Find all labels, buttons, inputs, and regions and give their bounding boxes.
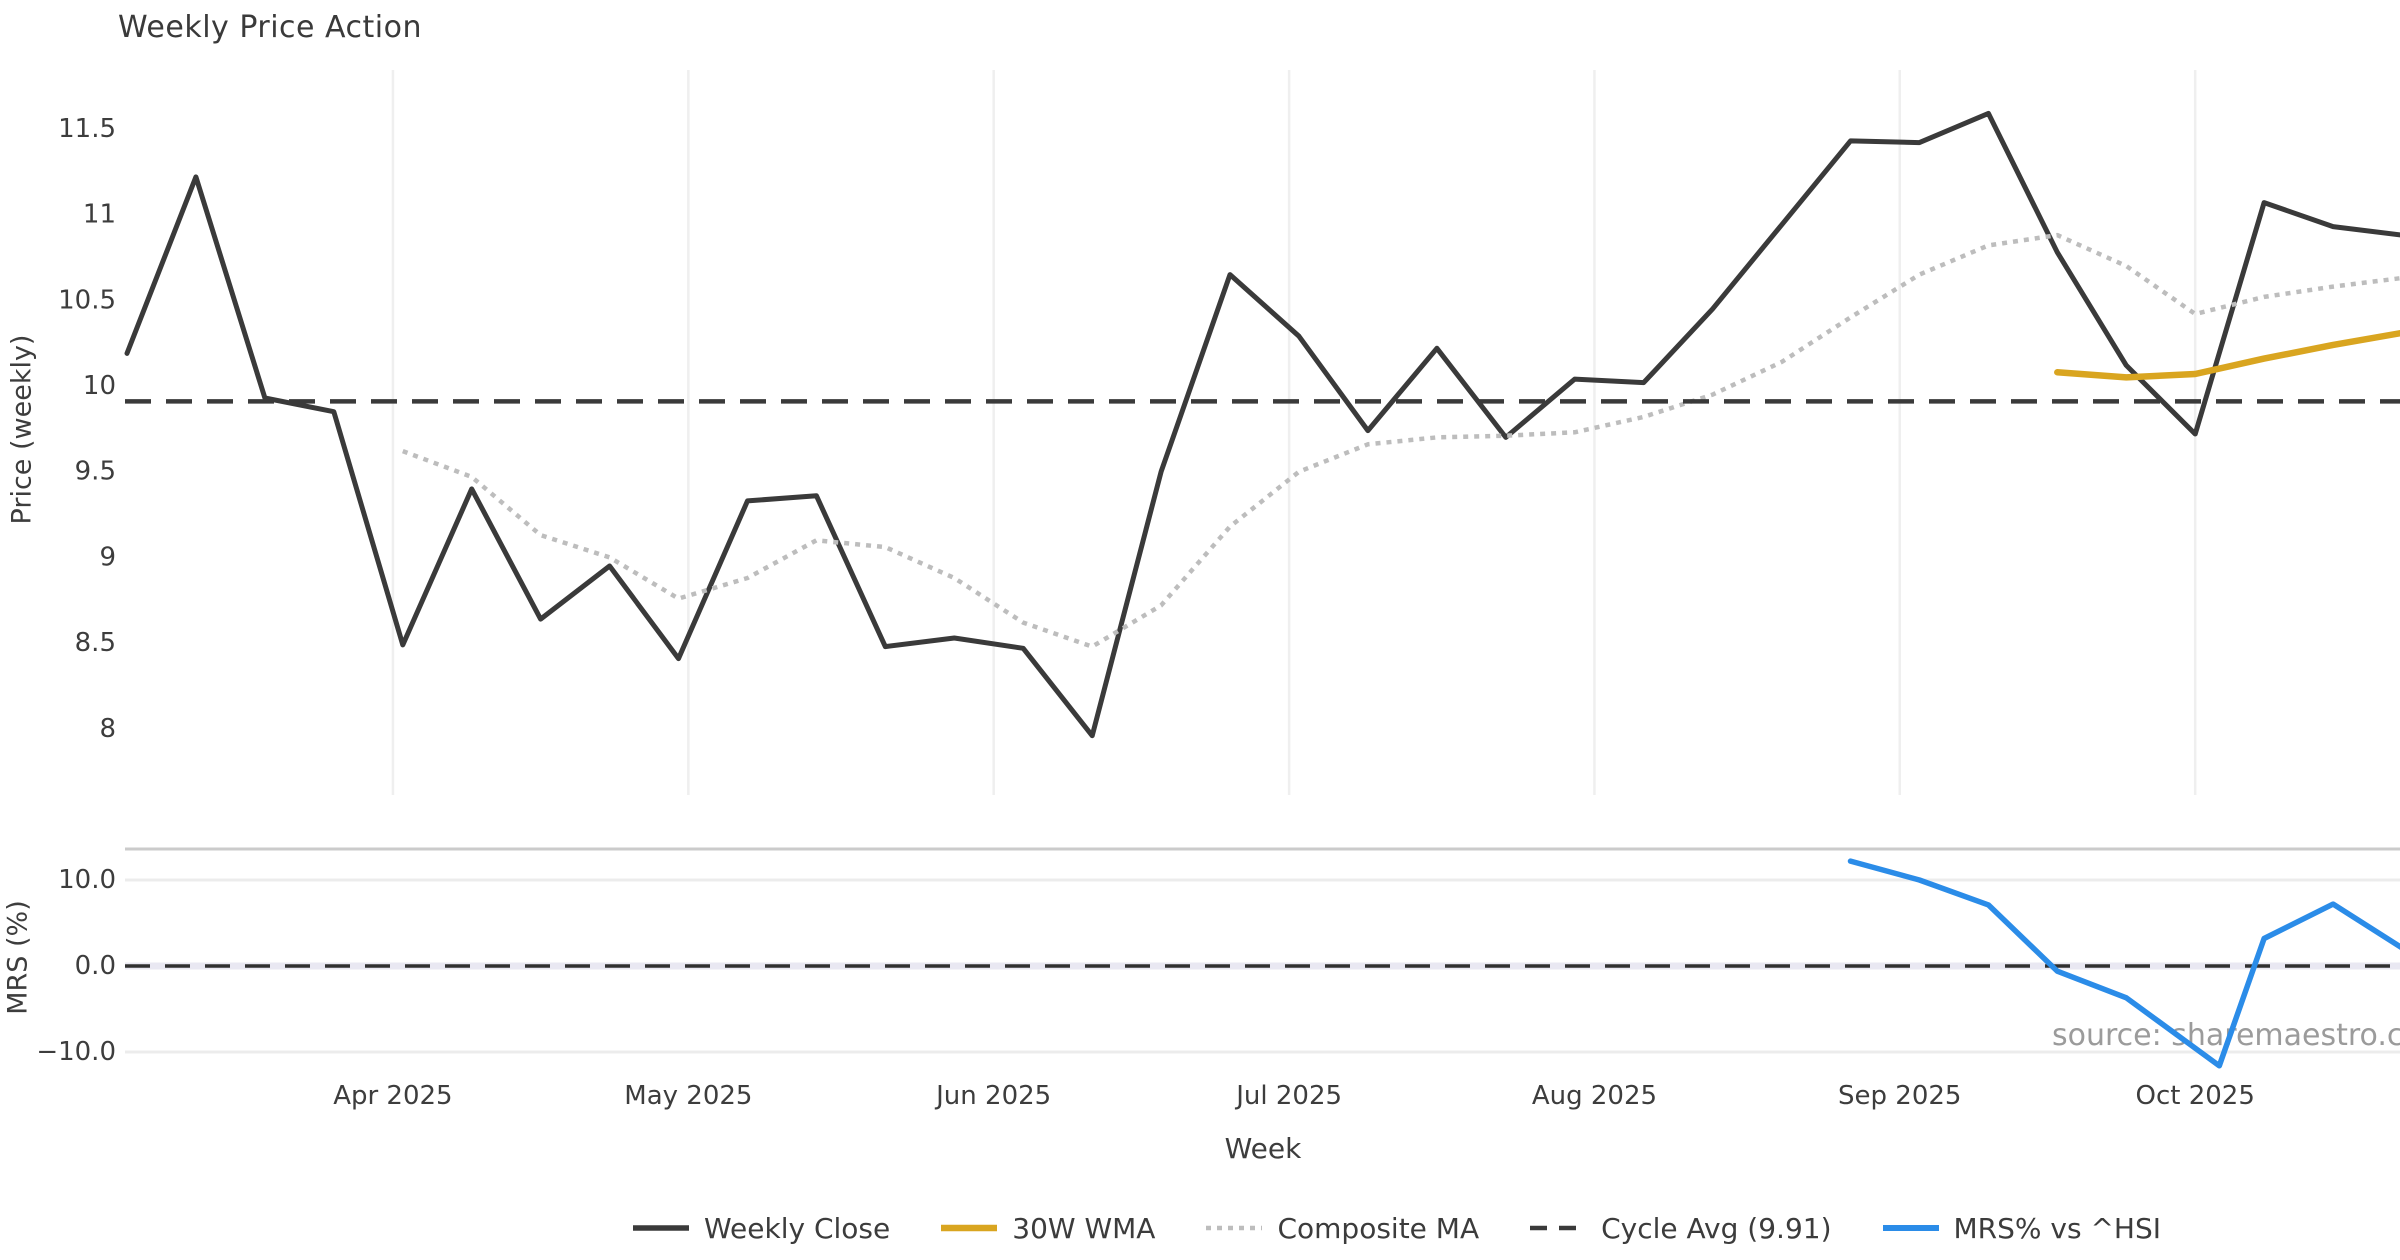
legend-swatch-weekly-close [633,1225,689,1231]
series-line-composite-ma [402,232,2400,649]
legend-label: Weekly Close [704,1211,891,1245]
price-tick-label: 9.5 [75,457,116,487]
price-tick-label: 8 [99,714,116,744]
legend-label: Composite MA [1277,1211,1480,1245]
price-tick-label: 11.5 [58,114,116,144]
mrs-tick-label: 0.0 [75,951,116,981]
legend-item-composite-ma: Composite MA [1205,1212,1479,1245]
legend-item-cycle-avg: Cycle Avg (9.91) [1529,1211,1832,1245]
legend-label: Cycle Avg (9.91) [1601,1211,1832,1245]
legend-swatch-cycle-avg [1530,1225,1587,1231]
price-tick-label: 10 [83,371,116,401]
legend-swatch-wma-30w [941,1224,998,1232]
price-tick-label: 8.5 [75,628,116,658]
legend-item-weekly-close: Weekly Close [632,1212,890,1245]
month-tick-label: Aug 2025 [1532,1081,1657,1111]
chart-title: Weekly Price Action [118,10,422,45]
series-line-wma-30w [2054,329,2400,381]
mrs-tick-label: −10.0 [36,1037,116,1067]
mrs-tick-label: 10.0 [58,865,116,895]
month-tick-label: May 2025 [624,1081,752,1111]
month-tick-label: Jun 2025 [934,1081,1051,1111]
legend-label: 30W WMA [1012,1211,1156,1245]
month-tick-label: Oct 2025 [2136,1081,2255,1111]
month-tick-label: Sep 2025 [1838,1081,1961,1111]
series-line-mrs [1847,858,2400,1069]
month-tick-label: Jul 2025 [1234,1081,1342,1111]
series-line-weekly-close [124,110,2400,739]
legend-swatch-composite-ma [1206,1225,1263,1231]
legend-item-mrs: MRS% vs ^HSI [1882,1211,2162,1245]
legend-swatch-mrs [1882,1225,1939,1231]
legend-item-wma-30w: 30W WMA [940,1212,1155,1245]
price-tick-label: 10.5 [58,285,116,315]
chart-legend: Weekly Close 30W WMA Composite MA Cycle Avg… [632,1204,2161,1252]
x-axis-label: Week [1224,1132,1302,1165]
price-tick-label: 9 [99,542,116,572]
price-tick-label: 11 [83,200,116,230]
legend-label: MRS% vs ^HSI [1953,1211,2162,1245]
month-tick-label: Apr 2025 [333,1081,452,1111]
